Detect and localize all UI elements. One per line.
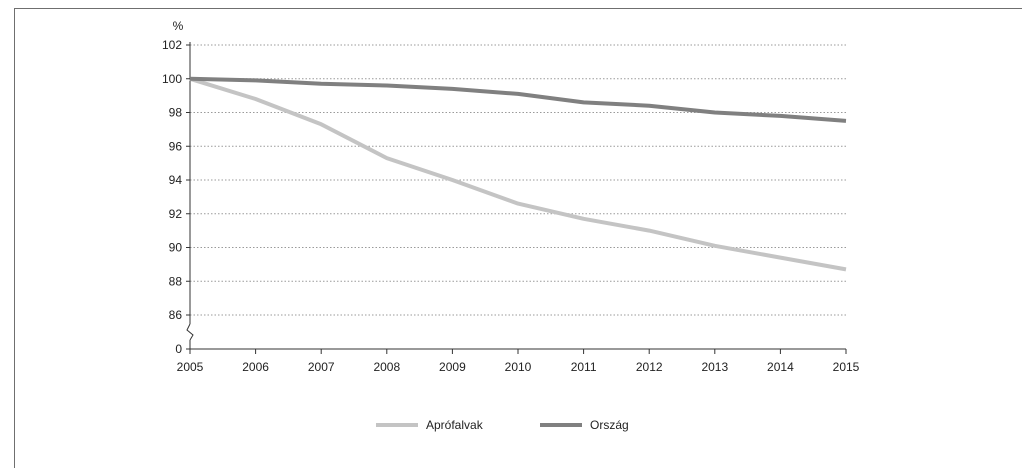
y-axis-unit-label: % xyxy=(173,19,184,33)
y-tick-label-98: 98 xyxy=(169,106,183,120)
x-tick-label-2013: 2013 xyxy=(701,360,728,374)
y-tick-label-96: 96 xyxy=(169,139,183,153)
legend: Aprófalvak Ország xyxy=(376,418,629,432)
chart-frame xyxy=(14,8,1022,468)
x-tick-label-2009: 2009 xyxy=(439,360,466,374)
x-tick-label-2007: 2007 xyxy=(308,360,335,374)
series-line-2 xyxy=(189,76,847,123)
x-tick-label-2006: 2006 xyxy=(242,360,269,374)
x-tick-label-2011: 2011 xyxy=(571,360,597,374)
x-tick-label-2010: 2010 xyxy=(505,360,532,374)
gridlines xyxy=(190,44,846,316)
y-tick-label-100: 100 xyxy=(162,72,182,86)
x-tick-label-2015: 2015 xyxy=(833,360,860,374)
y-tick-label-92: 92 xyxy=(169,207,183,221)
x-tick-label-2012: 2012 xyxy=(636,360,663,374)
series-lines xyxy=(189,76,847,272)
y-tick-label-86: 86 xyxy=(169,308,183,322)
y-tick-label-90: 90 xyxy=(169,241,183,255)
axes xyxy=(186,42,847,354)
y-tick-label-88: 88 xyxy=(169,274,183,288)
x-tick-label-2008: 2008 xyxy=(373,360,400,374)
axis-break-icon xyxy=(186,323,194,341)
x-tick-label-2005: 2005 xyxy=(177,360,204,374)
y-axis-ticks: 0 86 88 90 92 94 96 98 100 102 xyxy=(162,38,182,356)
y-tick-label-94: 94 xyxy=(169,173,183,187)
y-tick-label-0: 0 xyxy=(175,342,182,356)
legend-label-1: Aprófalvak xyxy=(426,418,484,432)
x-axis-ticks: 2005 2006 2007 2008 2009 2010 2011 2012 2013 2014… xyxy=(177,360,860,374)
legend-label-2: Ország xyxy=(590,418,629,432)
x-tick-label-2014: 2014 xyxy=(767,360,794,374)
y-tick-label-102: 102 xyxy=(162,38,182,52)
series-line-1 xyxy=(189,76,847,272)
